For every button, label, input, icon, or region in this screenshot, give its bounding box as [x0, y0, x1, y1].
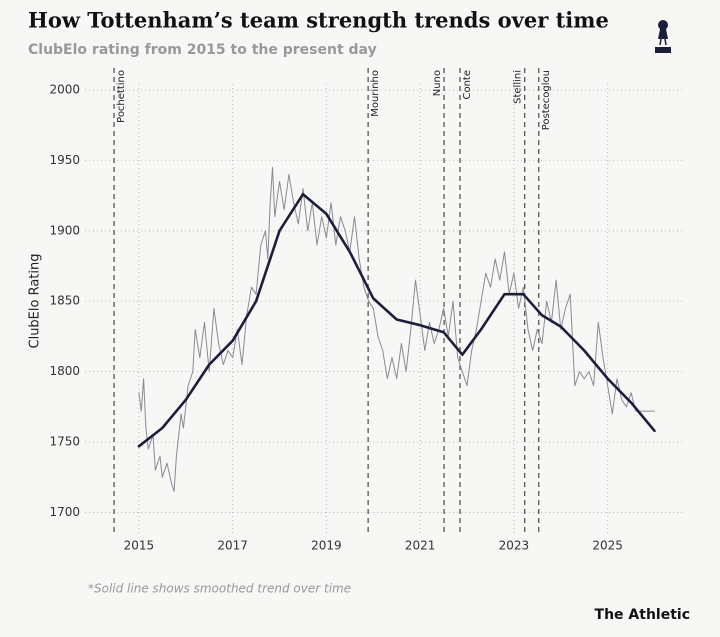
manager-label: Postecoglou [541, 70, 552, 130]
manager-label: Mourinho [370, 70, 381, 117]
brand: The Athletic [595, 607, 690, 623]
manager-label: Stellini [513, 70, 524, 104]
x-tick-label: 2023 [499, 539, 530, 553]
chart-subtitle: ClubElo rating from 2015 to the present … [28, 42, 377, 58]
y-tick-label: 1950 [49, 153, 80, 167]
series-line [138, 167, 655, 492]
x-tick-label: 2017 [217, 539, 248, 553]
chart-title: How Tottenham’s team strength trends ove… [28, 8, 609, 33]
x-tick-label: 2025 [592, 539, 623, 553]
club-crest [655, 20, 671, 53]
x-tick-label: 2015 [124, 539, 155, 553]
y-tick-label: 1850 [49, 294, 80, 308]
footnote: *Solid line shows smoothed trend over ti… [88, 582, 351, 596]
manager-label: Nuno [432, 70, 443, 96]
x-tick-label: 2021 [405, 539, 436, 553]
y-tick-label: 1750 [49, 435, 80, 449]
y-tick-label: 1700 [49, 505, 80, 519]
manager-label: Conte [462, 70, 473, 100]
x-tick-label: 2019 [311, 539, 342, 553]
manager-label: Pochettino [116, 70, 127, 123]
y-tick-label: 1800 [49, 364, 80, 378]
y-axis-label: ClubElo Rating [28, 253, 43, 348]
y-tick-label: 1900 [49, 223, 80, 237]
series-line [137, 192, 656, 448]
y-tick-label: 2000 [49, 83, 80, 97]
